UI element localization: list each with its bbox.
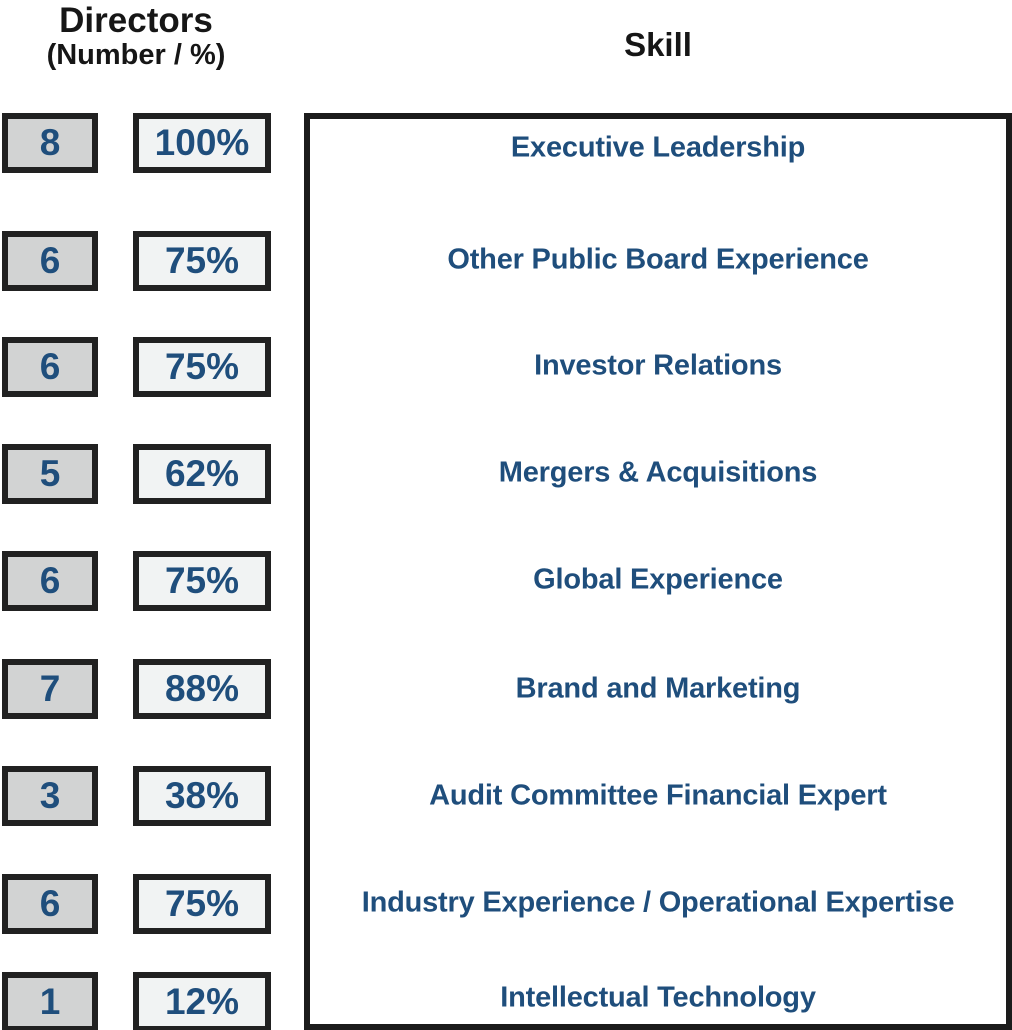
skill-label: Mergers & Acquisitions: [498, 456, 818, 489]
director-row: 6 75%: [2, 231, 271, 291]
skill-label: Audit Committee Financial Expert: [429, 779, 887, 812]
director-percent-box: 100%: [133, 113, 271, 173]
director-percent-box: 75%: [133, 551, 271, 611]
skill-label: Global Experience: [533, 563, 783, 596]
director-row: 6 75%: [2, 337, 271, 397]
director-row: 1 12%: [2, 972, 271, 1030]
director-percent-box: 38%: [133, 766, 271, 826]
skill-label: Other Public Board Experience: [447, 243, 869, 276]
director-count-box: 3: [2, 766, 98, 826]
director-percent: 38%: [164, 775, 240, 816]
director-percent-box: 75%: [133, 874, 271, 934]
director-percent-box: 62%: [133, 444, 271, 504]
director-row: 5 62%: [2, 444, 271, 504]
skill-column-title: Skill: [624, 26, 692, 63]
director-count: 5: [39, 453, 61, 494]
director-count-box: 6: [2, 337, 98, 397]
directors-header: Directors (Number / %): [0, 2, 272, 71]
director-row: 6 75%: [2, 874, 271, 934]
director-count: 7: [39, 668, 61, 709]
skill-label: Industry Experience / Operational Expert…: [361, 886, 955, 919]
director-count-box: 5: [2, 444, 98, 504]
director-percent: 75%: [164, 240, 240, 281]
director-row: 3 38%: [2, 766, 271, 826]
director-percent-box: 75%: [133, 337, 271, 397]
director-count-box: 6: [2, 231, 98, 291]
director-row: 6 75%: [2, 551, 271, 611]
director-count-box: 7: [2, 659, 98, 719]
skill-box: Executive Leadership Other Public Board …: [304, 113, 1012, 1030]
director-count: 6: [39, 346, 61, 387]
skill-label: Investor Relations: [534, 349, 782, 382]
directors-subtitle: (Number / %): [46, 38, 226, 71]
skill-label: Intellectual Technology: [500, 981, 816, 1014]
director-percent-box: 88%: [133, 659, 271, 719]
director-percent: 12%: [164, 981, 240, 1022]
director-count: 8: [39, 122, 61, 163]
director-count-box: 8: [2, 113, 98, 173]
director-count-box: 1: [2, 972, 98, 1030]
director-count: 6: [39, 883, 61, 924]
directors-title: Directors: [59, 1, 213, 40]
director-percent: 100%: [154, 122, 250, 163]
director-count-box: 6: [2, 874, 98, 934]
director-percent: 75%: [164, 883, 240, 924]
skill-label: Executive Leadership: [510, 131, 806, 164]
director-percent-box: 75%: [133, 231, 271, 291]
director-percent: 62%: [164, 453, 240, 494]
director-count-box: 6: [2, 551, 98, 611]
director-percent: 75%: [164, 560, 240, 601]
director-count: 3: [39, 775, 61, 816]
director-count: 6: [39, 240, 61, 281]
director-percent-box: 12%: [133, 972, 271, 1030]
director-percent: 88%: [164, 668, 240, 709]
director-percent: 75%: [164, 346, 240, 387]
director-row: 7 88%: [2, 659, 271, 719]
director-count: 6: [39, 560, 61, 601]
director-count: 1: [39, 981, 61, 1022]
director-row: 8 100%: [2, 113, 271, 173]
skill-label: Brand and Marketing: [515, 672, 801, 705]
